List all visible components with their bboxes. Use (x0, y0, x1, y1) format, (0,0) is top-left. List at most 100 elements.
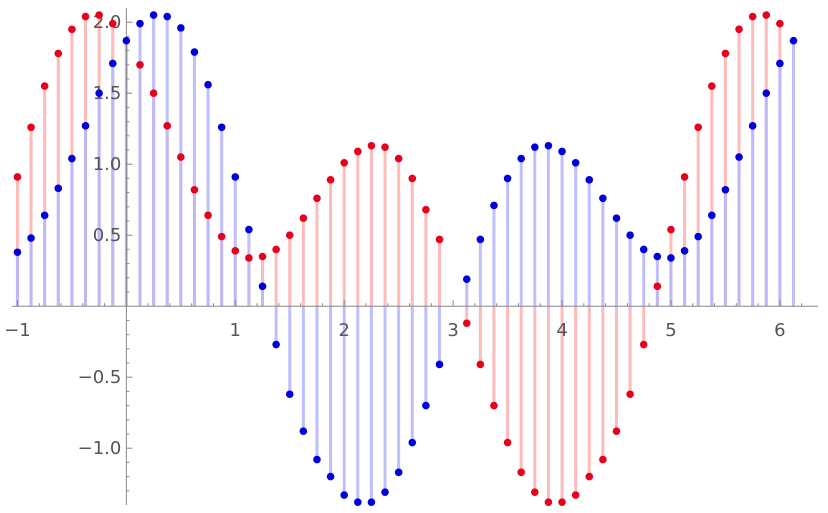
data-point (394, 154, 403, 163)
data-point (626, 390, 634, 399)
data-point (585, 176, 594, 184)
data-point (54, 49, 63, 58)
data-point (462, 275, 471, 284)
data-point (354, 498, 362, 506)
data-point (108, 59, 117, 68)
data-point (54, 184, 63, 193)
data-points (13, 11, 798, 506)
data-point (653, 282, 662, 291)
data-point (272, 340, 280, 349)
data-point (408, 438, 417, 447)
data-point (422, 205, 430, 214)
data-point (435, 360, 444, 369)
data-point (231, 173, 240, 181)
data-point (340, 158, 349, 167)
x-tick-label: 4 (556, 320, 567, 341)
data-point (612, 427, 621, 435)
data-point (680, 247, 689, 255)
y-tick-label: 0.5 (93, 225, 122, 246)
data-point (40, 211, 49, 220)
data-point (204, 80, 212, 89)
data-point (571, 158, 580, 167)
data-point (258, 282, 267, 291)
data-point (721, 49, 730, 58)
data-point (476, 235, 485, 244)
data-point (245, 254, 253, 262)
data-point (762, 11, 771, 19)
data-point (108, 19, 117, 28)
data-point (95, 89, 103, 97)
data-point (503, 174, 512, 183)
data-point (422, 401, 430, 410)
data-point (326, 472, 335, 481)
data-point (667, 225, 675, 234)
data-point (531, 488, 539, 497)
tick-marks (16, 21, 803, 492)
data-point (313, 194, 321, 203)
stem-lines (15, 15, 795, 503)
data-point (544, 141, 553, 150)
data-point (639, 340, 648, 349)
data-point (27, 123, 35, 132)
data-point (694, 123, 702, 132)
data-point (435, 235, 444, 244)
data-point (503, 438, 512, 447)
data-point (708, 211, 716, 220)
data-point (231, 247, 240, 255)
data-point (313, 455, 321, 464)
data-point (177, 24, 185, 32)
x-tick-label: −1 (4, 320, 31, 341)
data-point (217, 123, 226, 132)
data-point (517, 468, 525, 477)
data-point (340, 491, 349, 499)
data-point (299, 214, 308, 222)
data-point (217, 232, 226, 241)
data-point (735, 153, 743, 161)
data-point (190, 48, 199, 56)
data-point (381, 488, 389, 497)
x-tick-label: 1 (230, 320, 241, 341)
data-point (190, 185, 199, 194)
data-point (653, 252, 662, 261)
data-point (40, 82, 49, 90)
data-point (585, 472, 594, 481)
data-point (680, 173, 689, 181)
data-point (571, 491, 580, 499)
data-point (149, 89, 158, 97)
data-point (177, 153, 185, 161)
data-point (462, 319, 471, 328)
data-point (367, 141, 376, 150)
data-point (762, 89, 771, 97)
data-point (95, 11, 103, 19)
data-point (626, 231, 634, 239)
data-point (708, 82, 716, 90)
data-point (81, 12, 90, 21)
data-point (476, 360, 485, 369)
data-point (122, 36, 131, 45)
data-point (204, 211, 212, 220)
data-point (694, 232, 702, 241)
data-point (544, 498, 553, 506)
data-point (381, 143, 389, 151)
data-point (748, 12, 757, 21)
data-point (721, 185, 730, 194)
data-point (789, 36, 798, 45)
data-point (612, 214, 621, 222)
data-point (299, 427, 308, 435)
data-point (748, 122, 757, 130)
data-point (245, 225, 253, 234)
data-point (163, 12, 172, 21)
y-tick-label: −0.5 (78, 367, 122, 388)
x-tick-label: 2 (338, 320, 349, 341)
data-point (68, 25, 76, 34)
axes: −1 1 2 3 4 5 6−1.0−0.50.51.01.52.0 (4, 8, 818, 505)
x-tick-label: 3 (447, 320, 458, 341)
data-point (599, 455, 607, 464)
data-point (490, 401, 498, 410)
x-tick-label: 5 (665, 320, 676, 341)
data-point (558, 498, 566, 506)
data-point (354, 147, 362, 156)
data-point (531, 143, 539, 151)
data-point (394, 468, 403, 477)
